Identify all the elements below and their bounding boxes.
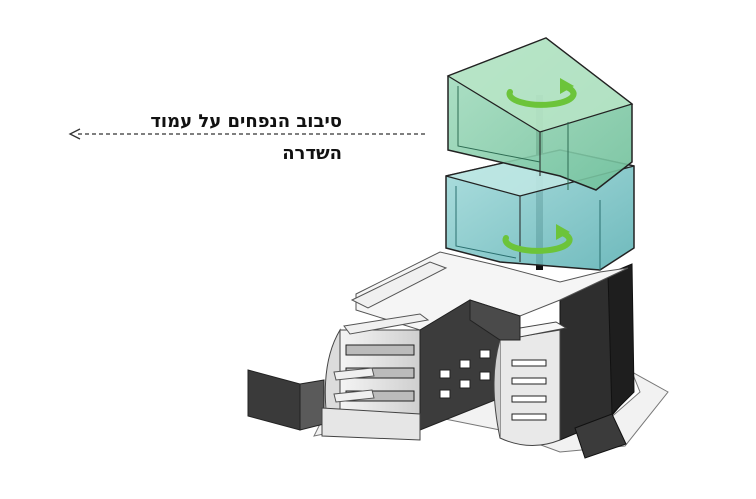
annotation-line-1: סיבוב הנפחים על עמוד xyxy=(150,111,342,132)
rotation-arrow-icon xyxy=(506,78,577,108)
window-bands xyxy=(345,344,491,402)
existing-building xyxy=(321,251,629,446)
balconies xyxy=(333,261,448,403)
side-wall xyxy=(247,369,325,431)
rear-block xyxy=(559,263,635,459)
rotation-arrow-icon xyxy=(502,224,573,254)
tower-windows xyxy=(511,359,547,421)
annotation-line-2: השדרה xyxy=(282,143,342,164)
left-arrow-icon xyxy=(68,128,428,140)
upper-volume xyxy=(446,37,634,191)
